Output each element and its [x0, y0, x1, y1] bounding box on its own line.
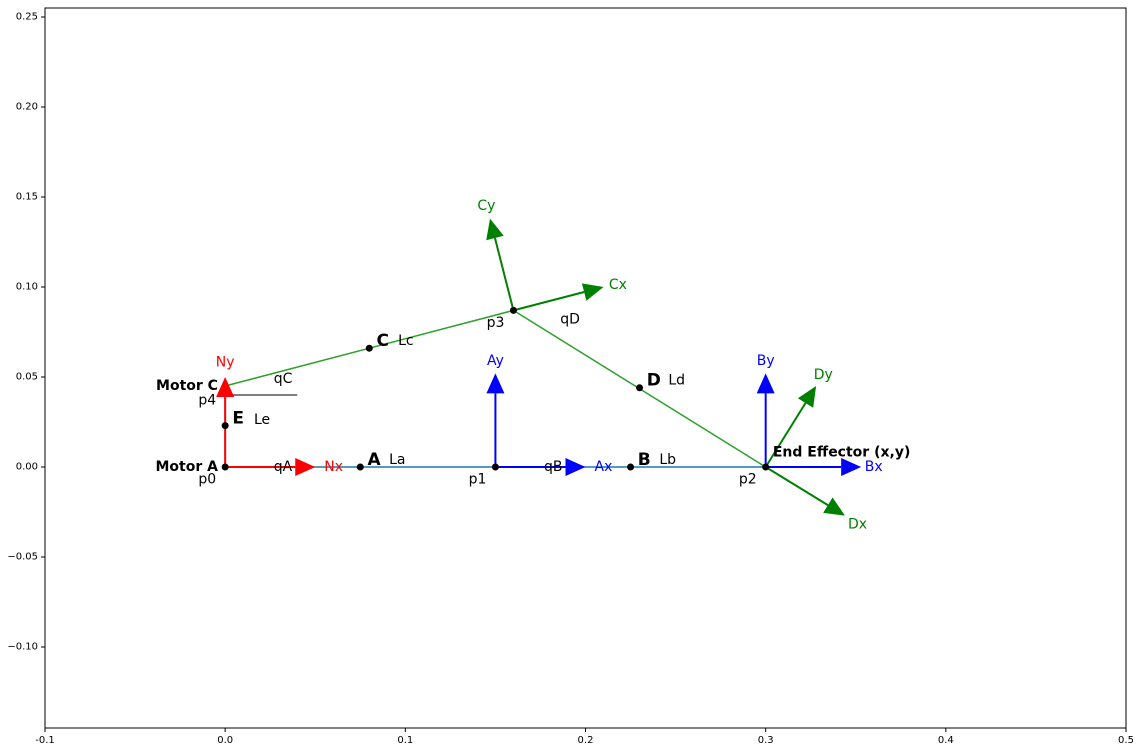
label-qC: qC [274, 371, 293, 387]
label-end-effector: End Effector (x,y) [773, 445, 910, 461]
point-A [356, 463, 364, 471]
x-tick-label: -0.1 [35, 735, 55, 746]
label-qB: qB [544, 459, 563, 475]
label-By: By [757, 353, 775, 369]
y-tick-label: −0.10 [7, 642, 38, 653]
label-p3: p3 [487, 315, 505, 331]
label-qA: qA [274, 459, 293, 475]
label-motor-a: Motor A [155, 459, 218, 475]
x-axis: -0.1 0.0 0.1 0.2 0.3 0.4 0.5 [35, 728, 1134, 746]
x-tick-label: 0.1 [397, 735, 413, 746]
point-p2 [762, 463, 770, 471]
arrow-Ay-head [486, 373, 505, 394]
arrow-Ny [216, 377, 235, 467]
arrow-Nx-head [295, 458, 316, 476]
x-tick-label: 0.0 [217, 735, 233, 746]
arrow-Dy [764, 386, 817, 468]
label-La: La [389, 452, 405, 468]
point-p1 [491, 463, 499, 471]
x-tick-label: 0.3 [758, 735, 774, 746]
label-Ax: Ax [595, 459, 613, 475]
point-p0 [221, 463, 229, 471]
label-Le: Le [254, 412, 270, 428]
arrow-Cx [513, 283, 604, 312]
label-Cy: Cy [477, 198, 495, 214]
y-tick-label: 0.25 [16, 12, 38, 23]
x-tick-label: 0.4 [938, 735, 954, 746]
arrow-Dy-head [797, 386, 817, 408]
arrow-Bx [765, 458, 862, 476]
y-axis: −0.10 −0.05 0.00 0.05 0.10 0.15 0.20 0.25 [7, 12, 45, 653]
label-Lb: Lb [659, 452, 676, 468]
y-tick-label: 0.00 [16, 462, 38, 473]
label-Ay: Ay [487, 353, 504, 369]
label-Bx: Bx [865, 459, 883, 475]
label-C: C [377, 331, 389, 351]
arrow-Nx [225, 458, 316, 476]
label-motor-c: Motor C [156, 378, 218, 394]
points-layer [221, 306, 770, 471]
arrow-Ay [486, 373, 505, 467]
label-D: D [647, 371, 661, 391]
y-tick-label: 0.05 [16, 372, 38, 383]
labels-layer: Nx Ny Ax Ay Bx By Cx Cy Dx Dy Motor A Motor C End Ef… [155, 198, 910, 533]
label-Ld: Ld [668, 373, 685, 389]
label-Dy: Dy [814, 367, 833, 383]
label-p0: p0 [198, 472, 216, 488]
label-Ny: Ny [216, 355, 235, 371]
point-B [627, 463, 635, 471]
arrow-Cy [486, 218, 515, 311]
y-tick-label: 0.20 [16, 102, 38, 113]
arrow-By-head [756, 373, 775, 394]
arrow-By [756, 373, 775, 467]
label-E: E [232, 408, 244, 428]
label-Lc: Lc [398, 333, 414, 349]
y-tick-label: −0.05 [7, 552, 38, 563]
arrow-Cy-head [486, 218, 504, 241]
label-p4: p4 [198, 392, 216, 408]
arrows-layer [216, 218, 862, 516]
arrow-Ny-head [216, 377, 235, 397]
point-D [636, 384, 644, 392]
label-Cx: Cx [609, 277, 627, 293]
arrow-Cx-head [581, 283, 604, 301]
arrow-Ax-head [565, 458, 586, 476]
label-Dx: Dx [848, 517, 867, 533]
arrow-Cx-shaft [513, 291, 585, 312]
point-E [221, 422, 229, 430]
arrow-Ax [495, 458, 586, 476]
label-A: A [367, 450, 381, 470]
arrow-Dx-head [823, 497, 845, 516]
arrow-Dy-shaft [764, 402, 807, 468]
arrow-Bx-head [841, 458, 862, 476]
label-B: B [638, 450, 651, 470]
label-p1: p1 [469, 472, 487, 488]
x-tick-label: 0.5 [1118, 735, 1134, 746]
arrow-Dx [765, 466, 845, 516]
point-C [365, 344, 373, 352]
arrow-Dx-shaft [765, 466, 829, 506]
y-tick-label: 0.15 [16, 192, 38, 203]
label-Nx: Nx [324, 459, 343, 475]
y-tick-label: 0.10 [16, 282, 38, 293]
x-tick-label: 0.2 [578, 735, 594, 746]
label-qD: qD [560, 311, 580, 327]
point-p3 [509, 306, 517, 314]
label-p2: p2 [739, 472, 757, 488]
arrow-Cy-shaft [493, 237, 515, 311]
